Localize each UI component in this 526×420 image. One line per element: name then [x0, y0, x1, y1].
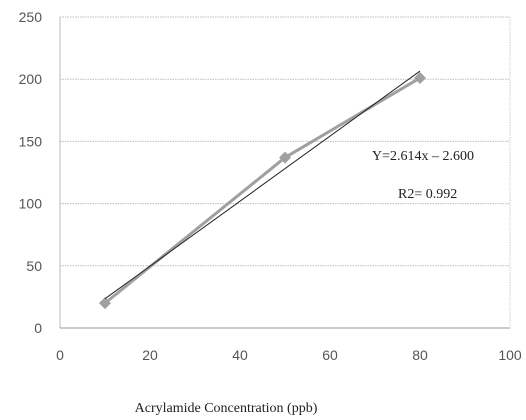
data-series — [99, 71, 426, 310]
y-tick-label-50: 50 — [26, 258, 42, 274]
series-line — [104, 76, 421, 305]
y-tick-label-150: 150 — [19, 133, 43, 149]
y-tick-label-250: 250 — [19, 9, 43, 25]
x-tick-label-0: 0 — [56, 347, 64, 363]
y-tick-labels: 0 50 100 150 200 250 — [19, 9, 43, 336]
gridlines — [60, 16, 510, 267]
r2-annotation: R2= 0.992 — [398, 187, 457, 202]
trendline — [104, 70, 421, 300]
data-point — [279, 151, 291, 164]
data-point — [414, 71, 426, 84]
x-tick-labels: 0 20 40 60 80 100 — [56, 347, 522, 363]
x-axis-title: Acrylamide Concentration (ppb) — [135, 401, 318, 416]
data-point — [99, 297, 111, 310]
y-tick-label-200: 200 — [19, 71, 43, 87]
equation-annotation: Y=2.614x – 2.600 — [372, 149, 474, 164]
x-tick-label-100: 100 — [498, 347, 522, 363]
x-tick-label-60: 60 — [322, 347, 338, 363]
x-tick-label-20: 20 — [142, 347, 158, 363]
x-tick-label-80: 80 — [412, 347, 428, 363]
y-tick-label-0: 0 — [34, 320, 42, 336]
y-tick-label-100: 100 — [19, 196, 43, 212]
x-tick-label-40: 40 — [232, 347, 248, 363]
